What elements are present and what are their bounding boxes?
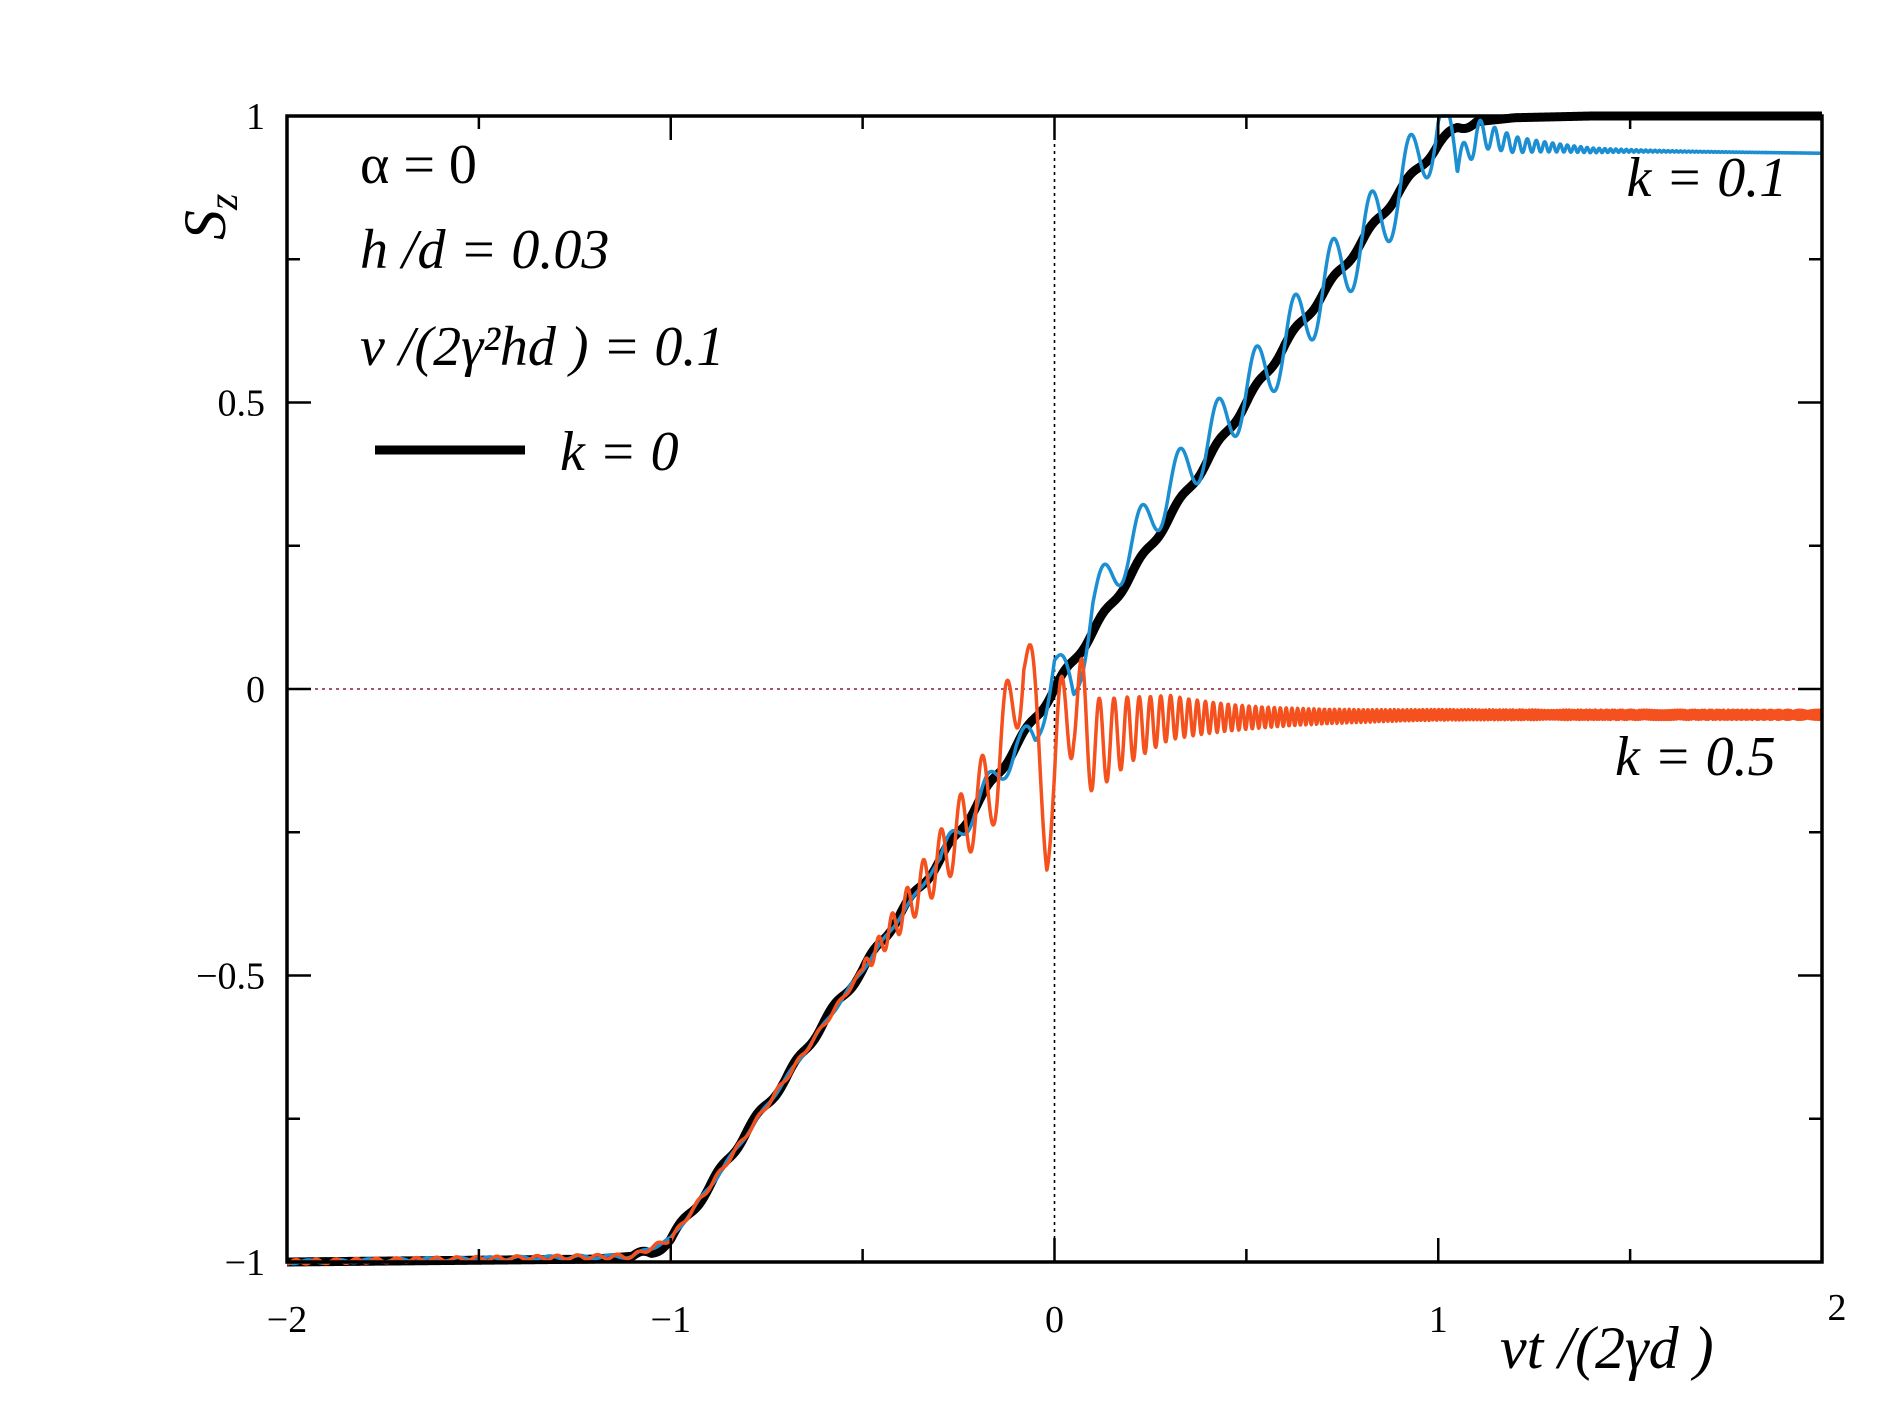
ticks bbox=[285, 114, 1824, 1264]
y-tick-label: 0.5 bbox=[218, 383, 266, 425]
legend: k = 0 bbox=[375, 421, 679, 483]
param-velocity: v /(2γ²hd ) = 0.1 bbox=[360, 316, 724, 378]
reference-lines bbox=[287, 116, 1822, 1262]
x-tick-label: 0 bbox=[1045, 1299, 1064, 1341]
x-tick-label: −1 bbox=[651, 1299, 691, 1341]
x-tick-label: 1 bbox=[1429, 1299, 1448, 1341]
y-tick-label: −1 bbox=[225, 1242, 265, 1284]
x-tick-label: 2 bbox=[1828, 1287, 1847, 1329]
tick-labels: −2 −1 0 1 2−1−0.500.51 bbox=[196, 96, 1846, 1341]
param-h-over-d: h /d = 0.03 bbox=[360, 219, 609, 281]
y-tick-label: 1 bbox=[246, 96, 265, 138]
x-tick-label: −2 bbox=[267, 1299, 307, 1341]
y-tick-label: 0 bbox=[246, 669, 265, 711]
y-axis-label-sub: z bbox=[201, 194, 247, 211]
y-axis-label-main: S bbox=[172, 210, 238, 240]
legend-label-k0: k = 0 bbox=[560, 421, 679, 483]
curve-label-1: k = 0.5 bbox=[1615, 726, 1776, 788]
curve-label-0: k = 0.1 bbox=[1627, 147, 1788, 209]
curve-annotations: k = 0.1 k = 0.5 bbox=[1615, 147, 1787, 788]
series-line-2 bbox=[285, 642, 1824, 1266]
y-axis-label: Sz bbox=[172, 194, 247, 240]
param-alpha: α = 0 bbox=[360, 134, 477, 196]
parameter-block: α = 0 h /d = 0.03 v /(2γ²hd ) = 0.1 bbox=[360, 134, 724, 378]
svg-text:Sz: Sz bbox=[172, 194, 247, 240]
y-tick-label: −0.5 bbox=[196, 956, 265, 998]
x-axis-label: vt /(2γd ) bbox=[1500, 1315, 1714, 1381]
